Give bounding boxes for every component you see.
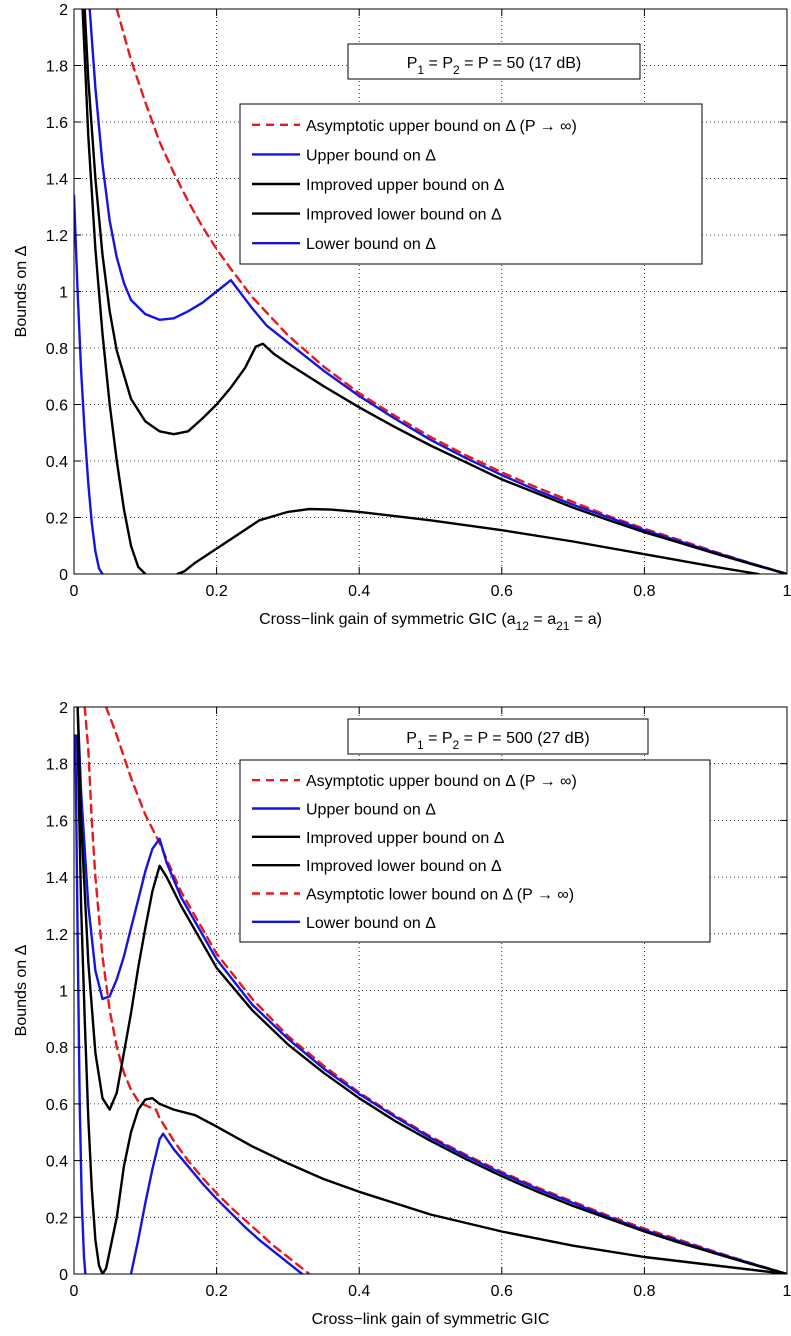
series-line-5 bbox=[176, 507, 760, 574]
legend: Asymptotic upper bound on Δ (P → ∞) Upper… bbox=[239, 103, 703, 265]
annotation-sub: 1 bbox=[417, 738, 424, 752]
legend-entry-label: Upper bound on Δ bbox=[306, 802, 436, 819]
legend-entry-label: Upper bound on Δ bbox=[306, 147, 436, 164]
x-axis-label-sub: 21 bbox=[556, 619, 570, 633]
y-tick-label: 1.2 bbox=[46, 228, 68, 245]
annotation-text: P1 = P2 = P = 500 (27 dB) bbox=[406, 730, 589, 752]
legend-entry-label: Improved lower bound on Δ bbox=[306, 858, 502, 875]
legend-frame bbox=[239, 759, 711, 943]
y-tick-label: 1.6 bbox=[46, 813, 68, 830]
legend-entry-label: Improved lower bound on Δ bbox=[306, 207, 502, 224]
x-tick-label: 0.2 bbox=[205, 1283, 227, 1300]
series-line-2 bbox=[104, 707, 787, 1274]
legend: Asymptotic upper bound on Δ (P → ∞) Upper… bbox=[239, 759, 711, 943]
series-line-8 bbox=[129, 1132, 304, 1274]
legend-frame bbox=[239, 103, 703, 265]
annotation-part: P bbox=[407, 55, 418, 72]
x-tick-label: 0.4 bbox=[348, 1283, 370, 1300]
annotation-frame bbox=[347, 43, 641, 80]
x-axis-label-text: Cross−link gain of symmetric GIC bbox=[312, 1311, 550, 1328]
annotation-part: = P bbox=[424, 730, 453, 747]
series-group bbox=[74, 707, 787, 1274]
x-tick-label: 0.4 bbox=[348, 583, 370, 600]
y-tick-label: 0.2 bbox=[46, 511, 68, 528]
series-line-2 bbox=[88, 9, 787, 574]
y-tick-label: 0.4 bbox=[46, 1154, 68, 1171]
annotation-sub: 2 bbox=[453, 738, 460, 752]
annotation-part: P bbox=[406, 730, 417, 747]
legend-entry-label: Asymptotic lower bound on Δ (P → ∞) bbox=[306, 887, 574, 904]
x-tick-label: 1 bbox=[783, 1283, 791, 1300]
x-tick-label: 0 bbox=[70, 583, 79, 600]
y-tick-label: 0 bbox=[59, 1267, 68, 1284]
annotation-frame bbox=[347, 718, 649, 755]
annotation-part: = P bbox=[424, 55, 453, 72]
annotation-part: = P = 500 (27 dB) bbox=[459, 730, 589, 747]
ticks: 0 0.2 0.4 0.6 0.8 1 0 0.2 0.4 0.6 0.8 1 1.2 1.4 1.6 1.8… bbox=[46, 700, 791, 1300]
y-tick-label: 2 bbox=[59, 700, 68, 717]
x-axis-label-text: = a) bbox=[569, 611, 601, 628]
x-axis-label-text: Cross−link gain of symmetric GIC (a bbox=[259, 611, 516, 628]
x-tick-label: 1 bbox=[783, 583, 791, 600]
y-tick-label: 1.4 bbox=[46, 172, 68, 189]
y-tick-label: 0 bbox=[59, 567, 68, 584]
y-tick-label: 1 bbox=[59, 984, 68, 1001]
y-tick-label: 2 bbox=[59, 2, 68, 19]
legend-entry-label: Lower bound on Δ bbox=[306, 915, 436, 932]
annotation-sub: 1 bbox=[417, 63, 424, 77]
y-tick-label: 1.6 bbox=[46, 115, 68, 132]
annotation-box: P1 = P2 = P = 500 (27 dB) bbox=[347, 718, 649, 755]
y-tick-label: 1.4 bbox=[46, 870, 68, 887]
legend-entry-label: Lower bound on Δ bbox=[306, 236, 436, 253]
y-tick-label: 0.4 bbox=[46, 454, 68, 471]
annotation-part: = P = 50 (17 dB) bbox=[460, 55, 582, 72]
annotation-box: P1 = P2 = P = 50 (17 dB) bbox=[347, 43, 641, 80]
y-tick-label: 1 bbox=[59, 285, 68, 302]
series-group bbox=[74, 9, 787, 574]
annotation-text: P1 = P2 = P = 50 (17 dB) bbox=[407, 55, 582, 77]
x-tick-label: 0.6 bbox=[491, 583, 513, 600]
y-tick-label: 0.6 bbox=[46, 398, 68, 415]
y-tick-label: 0.6 bbox=[46, 1097, 68, 1114]
x-axis-label: Cross−link gain of symmetric GIC bbox=[312, 1311, 550, 1328]
x-tick-label: 0.6 bbox=[491, 1283, 513, 1300]
series-line-1 bbox=[83, 707, 158, 1111]
legend-entry-label: Improved upper bound on Δ bbox=[306, 177, 505, 194]
y-tick-label: 1.8 bbox=[46, 59, 68, 76]
x-tick-label: 0.8 bbox=[633, 583, 655, 600]
y-tick-label: 0.8 bbox=[46, 341, 68, 358]
series-line-6 bbox=[74, 194, 104, 574]
x-tick-label: 0 bbox=[70, 1283, 79, 1300]
series-line-4 bbox=[76, 707, 787, 1274]
series-line-1 bbox=[115, 9, 787, 574]
y-tick-label: 0.8 bbox=[46, 1040, 68, 1057]
legend-entry-label: Asymptotic upper bound on Δ (P → ∞) bbox=[306, 773, 577, 790]
y-tick-label: 0.2 bbox=[46, 1210, 68, 1227]
series-line-4 bbox=[81, 9, 147, 574]
series-line-3 bbox=[83, 9, 787, 574]
y-tick-label: 1.2 bbox=[46, 927, 68, 944]
legend-entry-label: Improved upper bound on Δ bbox=[306, 830, 505, 847]
y-tick-label: 1.8 bbox=[46, 757, 68, 774]
legend-entry-label: Asymptotic upper bound on Δ (P → ∞) bbox=[306, 118, 577, 135]
series-line-6 bbox=[154, 1108, 311, 1274]
y-axis-label: Bounds on Δ bbox=[13, 944, 30, 1036]
y-axis-label: Bounds on Δ bbox=[13, 245, 30, 337]
series-line-7 bbox=[74, 734, 87, 1274]
x-tick-label: 0.8 bbox=[633, 1283, 655, 1300]
ticks: 0 0.2 0.4 0.6 0.8 1 0 0.2 0.4 0.6 0.8 1 1.2 1.4 1.6 1.8… bbox=[46, 2, 791, 600]
x-axis-label: Cross−link gain of symmetric GIC (a12 = … bbox=[259, 611, 602, 633]
series-line-5 bbox=[76, 734, 787, 1274]
annotation-sub: 2 bbox=[453, 63, 460, 77]
series-line-3 bbox=[76, 707, 787, 1274]
chart-2: 0 0.2 0.4 0.6 0.8 1 0 0.2 0.4 0.6 0.8 1 1.2 1.4 1.6 1.8… bbox=[13, 700, 791, 1328]
chart-1: 0 0.2 0.4 0.6 0.8 1 0 0.2 0.4 0.6 0.8 1 1.2 1.4 1.6 1.8… bbox=[13, 2, 791, 633]
x-tick-label: 0.2 bbox=[205, 583, 227, 600]
x-axis-label-text: = a bbox=[529, 611, 556, 628]
x-axis-label-sub: 12 bbox=[516, 619, 530, 633]
